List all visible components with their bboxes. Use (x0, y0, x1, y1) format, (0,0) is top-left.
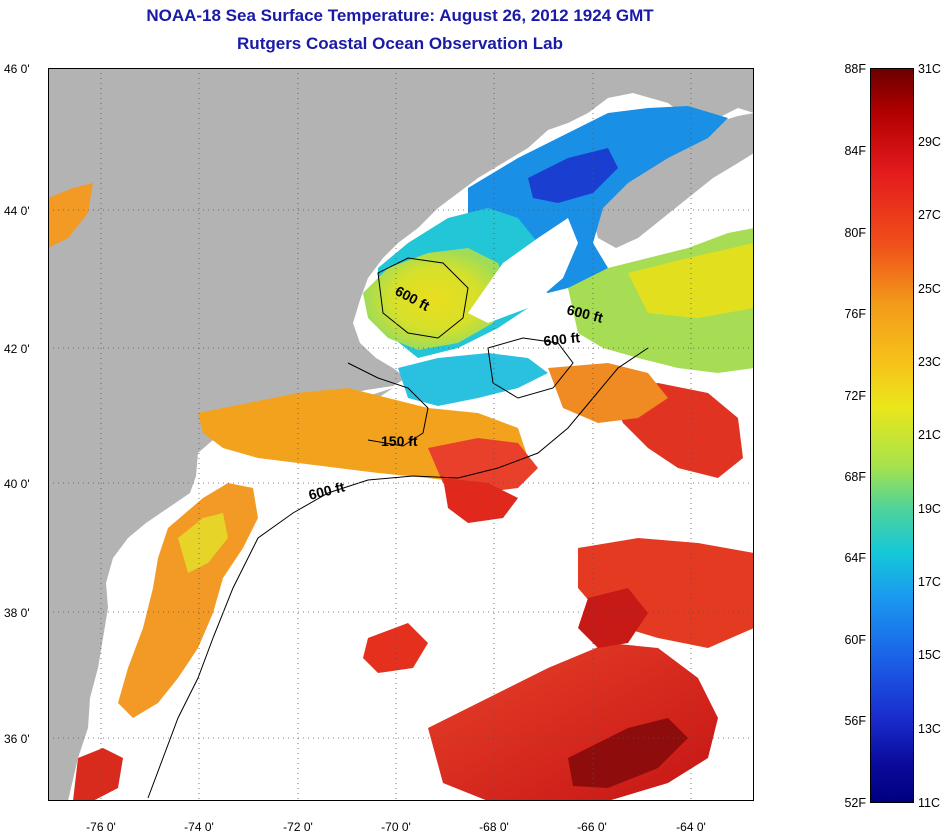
colorbar-f-label: 56F (844, 714, 866, 728)
colorbar-f-label: 76F (844, 307, 866, 321)
contour-label: 600 ft (543, 329, 581, 349)
colorbar-c-label: 13C (918, 722, 941, 736)
colorbar-c-label: 19C (918, 502, 941, 516)
contour-600ft-georges (487, 337, 574, 399)
lon-tick-label: -76 0' (86, 820, 116, 834)
colorbar-c-label: 23C (918, 355, 941, 369)
sst-bay-of-fundy-cold (528, 148, 618, 203)
lon-tick-label: -72 0' (283, 820, 313, 834)
sst-western-patch (48, 183, 93, 248)
colorbar-f-label: 68F (844, 470, 866, 484)
sst-map: 600 ft 600 ft 600 ft 150 ft 600 ft (48, 68, 754, 801)
colorbar-f-label: 84F (844, 144, 866, 158)
land-nova-scotia (593, 113, 754, 248)
lat-tick-label: 42 0' (4, 342, 30, 356)
cloud-georges-bank (468, 218, 578, 323)
colorbar-f-label: 88F (844, 62, 866, 76)
colorbar-c-label: 21C (918, 428, 941, 442)
sst-mab-yellow-edge (178, 513, 228, 573)
colorbar-c-label: 29C (918, 135, 941, 149)
sst-gulfstream-red-1 (363, 623, 428, 673)
sst-east-orange (548, 363, 668, 423)
colorbar-c-label: 25C (918, 282, 941, 296)
colorbar-f-label: 64F (844, 551, 866, 565)
lat-tick-label: 44 0' (4, 204, 30, 218)
lon-tick-label: -74 0' (184, 820, 214, 834)
land-mainland (48, 68, 754, 801)
contour-600ft-gulf (377, 257, 469, 339)
colorbar-c-label: 15C (918, 648, 941, 662)
sst-shelf-red (428, 438, 538, 493)
colorbar-c-label: 27C (918, 208, 941, 222)
sst-gulfstream-red-4 (578, 588, 648, 648)
sst-shelf-cyan (398, 353, 548, 406)
sst-deep-red-core (568, 718, 688, 788)
chesapeake-bay (94, 608, 120, 768)
lat-tick-label: 40 0' (4, 477, 30, 491)
lon-tick-label: -70 0' (381, 820, 411, 834)
sst-scotian-yellow (628, 243, 754, 318)
map-border (48, 68, 754, 801)
sst-gulf-warm-core (363, 248, 508, 350)
temperature-colorbar (870, 68, 914, 803)
contour-label: 150 ft (381, 433, 418, 449)
colorbar-c-label: 31C (918, 62, 941, 76)
colorbar-f-label: 80F (844, 226, 866, 240)
colorbar-c-label: 17C (918, 575, 941, 589)
contour-600ft-south (147, 347, 649, 799)
map-title: NOAA-18 Sea Surface Temperature: August … (146, 6, 654, 25)
colorbar-f-label: 72F (844, 389, 866, 403)
lon-tick-label: -68 0' (479, 820, 509, 834)
colorbar-c-label: 11C (918, 796, 941, 810)
lat-tick-label: 46 0' (4, 62, 30, 76)
sst-red-scatter (443, 478, 518, 523)
sst-hatteras-red (73, 748, 123, 801)
lon-tick-label: -66 0' (577, 820, 607, 834)
lon-tick-label: -64 0' (676, 820, 706, 834)
graticule (48, 68, 754, 801)
lat-tick-label: 38 0' (4, 606, 30, 620)
colorbar-f-label: 52F (844, 796, 866, 810)
colorbar-f-label: 60F (844, 633, 866, 647)
contour-150ft (347, 362, 429, 447)
map-subtitle: Rutgers Coastal Ocean Observation Lab (237, 34, 563, 53)
lat-tick-label: 36 0' (4, 732, 30, 746)
